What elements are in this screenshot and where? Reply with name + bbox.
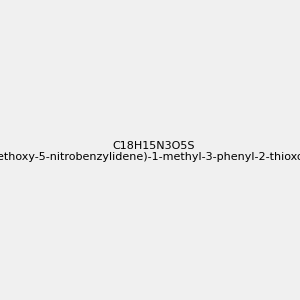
Text: C18H15N3O5S
5-(2-hydroxy-3-methoxy-5-nitrobenzylidene)-1-methyl-3-phenyl-2-thiox: C18H15N3O5S 5-(2-hydroxy-3-methoxy-5-nit…	[0, 141, 300, 162]
